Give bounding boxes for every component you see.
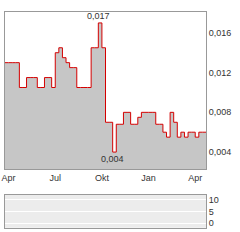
svg-text:Jan: Jan — [141, 173, 156, 183]
svg-text:0,004: 0,004 — [101, 154, 124, 164]
svg-text:5: 5 — [209, 207, 214, 217]
svg-text:0,016: 0,016 — [209, 28, 232, 38]
svg-text:0,017: 0,017 — [87, 11, 110, 21]
svg-text:Apr: Apr — [188, 173, 202, 183]
svg-text:Jul: Jul — [49, 173, 61, 183]
svg-text:0: 0 — [209, 218, 214, 228]
svg-text:Okt: Okt — [95, 173, 110, 183]
svg-text:Apr: Apr — [2, 173, 16, 183]
svg-text:0,012: 0,012 — [209, 68, 232, 78]
svg-text:10: 10 — [209, 195, 219, 205]
svg-text:0,004: 0,004 — [209, 147, 232, 157]
svg-text:0,008: 0,008 — [209, 107, 232, 117]
